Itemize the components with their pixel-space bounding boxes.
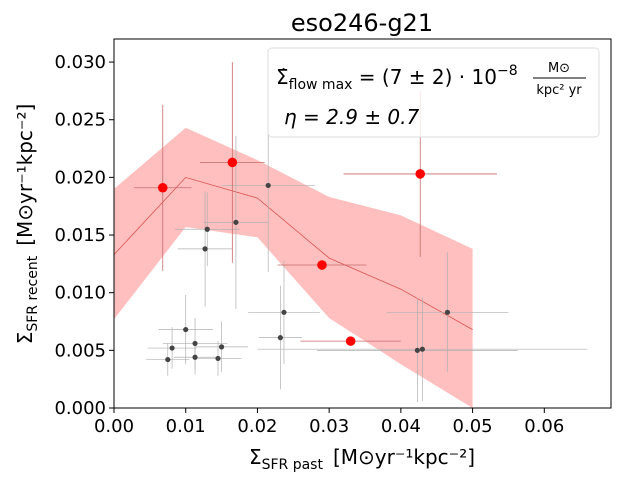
region-point xyxy=(169,345,175,351)
region-point xyxy=(204,226,210,232)
binned-point xyxy=(345,336,356,346)
plot-frame xyxy=(113,38,612,409)
y-tick-label: 0.020 xyxy=(54,167,106,188)
region-point xyxy=(414,347,420,353)
x-axis-label: ΣSFR past [M⊙yr⁻¹kpc⁻²] xyxy=(249,445,475,473)
y-axis-label: ΣSFR recent[M⊙yr⁻¹kpc⁻²] xyxy=(13,104,41,345)
confidence-band-layer xyxy=(113,127,473,409)
region-point xyxy=(215,355,221,362)
flow-symbol: Σ̇ xyxy=(276,65,289,89)
unit-numerator: M⊙ xyxy=(548,61,570,76)
y-axis-ticks: 0.000 0.005 0.010 0.015 0.020 0.025 0.030 xyxy=(54,52,114,419)
annotation-box: Σ̇flow max = (7 ± 2) · 10−8 M⊙ kpc² yr η… xyxy=(267,47,600,138)
region-point xyxy=(192,354,198,360)
confidence-band xyxy=(114,127,473,409)
x-tick-label: 0.06 xyxy=(524,416,564,437)
region-point xyxy=(183,326,189,333)
region-point xyxy=(233,219,239,225)
unit-denominator: kpc² yr xyxy=(536,83,582,98)
y-tick-label: 0.000 xyxy=(54,398,106,419)
flow-equation: = (7 ± 2) · 10 xyxy=(352,65,497,89)
region-point xyxy=(218,344,225,350)
region-point xyxy=(192,340,198,347)
x-tick-label: 0.05 xyxy=(453,416,493,437)
annotation-line-2: η = 2.9 ± 0.7 xyxy=(284,105,420,129)
x-tick-label: 0.04 xyxy=(381,416,421,437)
x-tick-label: 0.02 xyxy=(237,416,277,437)
binned-point xyxy=(415,169,426,179)
region-point xyxy=(444,309,451,315)
annotation-line-1: Σ̇flow max = (7 ± 2) · 10−8 xyxy=(276,63,518,93)
region-point xyxy=(419,346,425,352)
y-tick-label: 0.025 xyxy=(54,110,106,131)
median-line xyxy=(113,176,473,330)
y-tick-label: 0.010 xyxy=(54,283,106,304)
region-point xyxy=(165,356,171,363)
x-tick-label: 0.00 xyxy=(94,416,134,437)
x-tick-label: 0.03 xyxy=(309,416,349,437)
flow-exponent: −8 xyxy=(497,63,518,79)
y-tick-label: 0.015 xyxy=(54,225,106,246)
region-point xyxy=(281,309,287,315)
binned-point xyxy=(317,260,327,270)
region-point xyxy=(277,335,283,341)
chart-title: eso246-g21 xyxy=(291,9,433,37)
data-point-layer xyxy=(157,157,451,363)
region-point xyxy=(202,246,208,252)
x-tick-label: 0.01 xyxy=(166,416,206,437)
binned-point xyxy=(157,182,168,193)
region-point xyxy=(265,182,271,189)
flow-subscript: flow max xyxy=(289,77,353,93)
y-tick-label: 0.005 xyxy=(54,340,106,361)
binned-point xyxy=(227,157,238,168)
x-axis-ticks: 0.00 0.01 0.02 0.03 0.04 0.05 0.06 xyxy=(94,408,564,437)
y-tick-label: 0.030 xyxy=(54,52,106,73)
